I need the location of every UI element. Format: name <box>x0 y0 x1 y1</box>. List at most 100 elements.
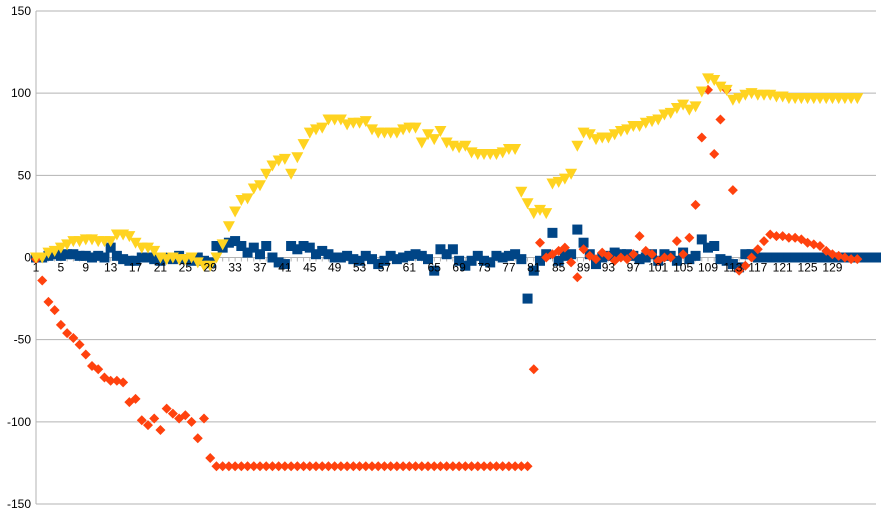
diamond-point <box>329 461 340 472</box>
square-point <box>398 252 409 263</box>
triangle-point <box>210 252 223 264</box>
diamond-point <box>752 244 763 255</box>
square-point <box>273 257 284 268</box>
triangle-point <box>278 153 291 165</box>
square-point <box>696 234 707 245</box>
square-point <box>547 227 558 238</box>
square-point <box>640 252 651 263</box>
series-markers <box>30 73 881 472</box>
square-point <box>93 250 104 261</box>
diamond-point <box>298 461 309 472</box>
triangle-point <box>683 104 696 116</box>
triangle-point <box>534 204 546 216</box>
diamond-point <box>410 461 421 472</box>
x-tick-label: 109 <box>698 261 718 275</box>
square-point <box>671 255 682 266</box>
triangle-point <box>496 147 509 159</box>
square-point <box>864 252 875 263</box>
diamond-point <box>447 461 458 472</box>
triangle-point <box>558 173 571 185</box>
triangle-point <box>36 252 49 264</box>
square-point <box>522 293 533 304</box>
diamond-point <box>416 461 427 472</box>
triangle-point <box>204 260 217 272</box>
x-tick-label: 129 <box>822 261 842 275</box>
diamond-point <box>242 461 253 472</box>
square-point <box>236 240 247 251</box>
square-point <box>516 254 527 265</box>
triangle-point <box>142 242 154 254</box>
x-tick-label: 5 <box>58 261 65 275</box>
triangle-point <box>527 208 540 220</box>
square-point <box>609 247 620 258</box>
square-point <box>777 252 788 263</box>
diamond-point <box>161 403 172 414</box>
triangle-point <box>652 114 665 126</box>
diamond-point <box>37 275 48 286</box>
triangle-point <box>216 239 229 251</box>
diamond-point <box>261 461 272 472</box>
diamond-point <box>771 231 782 242</box>
square-point <box>783 252 794 263</box>
diamond-point <box>279 461 290 472</box>
diamond-point <box>497 461 508 472</box>
diamond-point <box>186 416 197 427</box>
square-point <box>292 244 303 255</box>
diamond-point <box>647 249 657 260</box>
diamond-point <box>628 249 639 260</box>
square-point <box>752 252 763 263</box>
square-point <box>454 255 465 266</box>
diamond-point <box>566 257 577 268</box>
triangle-point <box>297 139 310 151</box>
diamond-point <box>74 339 85 350</box>
triangle-point <box>695 86 708 98</box>
triangle-point <box>48 245 61 257</box>
x-tick-label: 113 <box>723 261 742 275</box>
triangle-point <box>428 134 441 146</box>
square-point <box>572 224 583 235</box>
square-point <box>740 249 751 260</box>
triangle-point <box>123 231 136 243</box>
triangle-point <box>583 129 596 141</box>
square-point <box>479 255 489 266</box>
diamond-point <box>466 461 477 472</box>
square-point <box>367 254 377 265</box>
square-point <box>727 259 738 270</box>
square-point <box>410 249 421 260</box>
x-tick-label: 101 <box>648 261 668 275</box>
triangle-point <box>509 144 522 156</box>
diamond-point <box>217 461 228 472</box>
diamond-point <box>385 461 396 472</box>
square-point <box>815 252 825 263</box>
diamond-point <box>603 250 614 261</box>
square-point <box>553 255 564 266</box>
x-tick-label: 57 <box>378 261 392 275</box>
x-tick-label: 89 <box>577 261 591 275</box>
square-point <box>871 252 881 263</box>
square-point <box>821 252 832 263</box>
square-point <box>535 255 545 266</box>
triangle-point <box>409 122 422 134</box>
y-tick-label: -150 <box>7 497 31 511</box>
triangle-point <box>540 208 553 220</box>
diamond-point <box>435 461 446 472</box>
x-tick-label: 9 <box>82 261 89 275</box>
diamond-point <box>348 461 359 472</box>
x-tick-label: 53 <box>353 261 367 275</box>
square-point <box>528 265 539 276</box>
diamond-point <box>827 249 838 260</box>
square-point <box>416 250 427 261</box>
square-point <box>279 259 290 270</box>
diamond-point <box>423 461 433 472</box>
square-point <box>255 249 265 260</box>
diamond-point <box>404 461 415 472</box>
diamond-point <box>118 377 129 388</box>
diamond-point <box>815 240 825 251</box>
square-point <box>373 259 384 270</box>
x-tick-label: 41 <box>278 261 292 275</box>
diamond-point <box>391 461 402 472</box>
diamond-point <box>740 260 751 271</box>
square-point <box>441 249 452 260</box>
triangle-point <box>129 237 142 249</box>
